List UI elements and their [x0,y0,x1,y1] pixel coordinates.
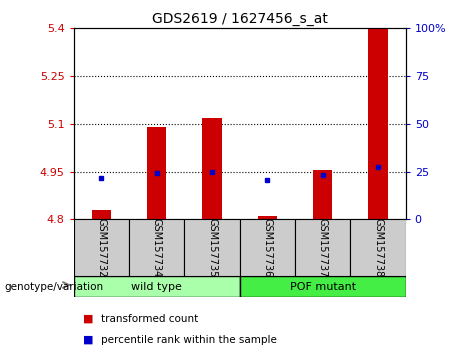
Bar [74,219,129,276]
Text: GSM157737: GSM157737 [318,218,328,278]
Bar [350,219,406,276]
Text: POF mutant: POF mutant [290,282,356,292]
Text: GSM157732: GSM157732 [96,218,106,278]
Bar [313,170,332,219]
Bar [184,219,240,276]
Bar [202,118,222,219]
Bar [295,219,350,276]
Bar [240,219,295,276]
Bar [258,216,277,219]
Bar [240,276,406,297]
Text: percentile rank within the sample: percentile rank within the sample [101,335,278,345]
Text: genotype/variation: genotype/variation [5,282,104,292]
Bar [147,127,166,219]
Text: wild type: wild type [131,282,182,292]
Text: GSM157735: GSM157735 [207,218,217,278]
Text: transformed count: transformed count [101,314,199,324]
Title: GDS2619 / 1627456_s_at: GDS2619 / 1627456_s_at [152,12,328,26]
Bar [368,28,388,219]
Text: GSM157734: GSM157734 [152,218,162,278]
Text: GSM157738: GSM157738 [373,218,383,278]
Bar [129,219,184,276]
Text: ■: ■ [83,335,94,345]
Text: GSM157736: GSM157736 [262,218,272,278]
Text: ■: ■ [83,314,94,324]
Bar [92,210,111,219]
Bar [74,276,240,297]
